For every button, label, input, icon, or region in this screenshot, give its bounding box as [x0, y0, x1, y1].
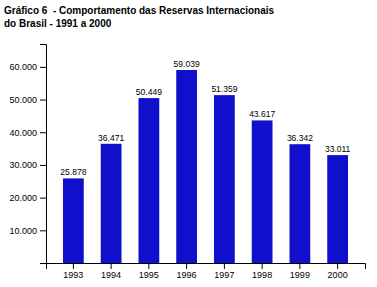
- data-label: 43.617: [249, 109, 275, 119]
- x-axis: 1993 1994 1995 1996 1997 1998 1999 2000: [47, 263, 366, 280]
- data-label: 25.878: [60, 167, 86, 177]
- y-tick: 50.000: [9, 95, 46, 105]
- bar: [327, 155, 348, 263]
- x-tick-mark: [299, 263, 300, 269]
- x-tick-label: 1999: [290, 270, 310, 280]
- x-tick-label: 1993: [63, 270, 83, 280]
- y-tick-label: 30.000: [9, 160, 37, 170]
- x-tick: 2000: [328, 263, 348, 280]
- y-tick: 30.000: [9, 160, 46, 170]
- y-tick: 10.000: [9, 226, 46, 236]
- x-tick-label: 1996: [177, 270, 197, 280]
- y-tick-label: 20.000: [9, 193, 37, 203]
- bar: [138, 98, 159, 263]
- x-axis-line: [47, 264, 366, 270]
- x-tick-mark: [111, 263, 112, 269]
- y-tick-mark: [40, 132, 46, 133]
- bar: [252, 120, 273, 263]
- x-tick-label: 2000: [328, 270, 348, 280]
- x-tick-label: 1998: [252, 270, 272, 280]
- y-tick-label: 50.000: [9, 95, 37, 105]
- bars: [63, 70, 348, 263]
- y-tick-label: 40.000: [9, 128, 37, 138]
- x-tick: 1999: [290, 263, 310, 280]
- title: do Brasil - 1991 a 2000: [4, 18, 112, 29]
- y-tick: 40.000: [9, 128, 46, 138]
- x-tick-mark: [337, 263, 338, 269]
- x-tick-label: 1994: [101, 270, 121, 280]
- y-tick-mark: [40, 100, 46, 101]
- y-axis-line: [40, 45, 47, 264]
- data-label: 33.011: [325, 144, 351, 154]
- chart: Gráfico 6 - Comportamento das Reservas I…: [0, 0, 377, 287]
- plot: 10.000 20.000 30.000 40.000 50.000 60.000 1993…: [9, 45, 365, 281]
- x-tick-mark: [224, 263, 225, 269]
- x-tick-mark: [186, 263, 187, 269]
- x-tick-label: 1995: [139, 270, 159, 280]
- y-tick-mark: [40, 67, 46, 68]
- y-tick: 20.000: [9, 193, 46, 203]
- data-labels: 25.878 36.471 50.449 59.039 51.359 43.617 36.3…: [60, 59, 350, 177]
- x-tick: 1998: [252, 263, 272, 280]
- title: Gráfico 6 - Comportamento das Reservas I…: [4, 5, 275, 16]
- x-tick-label: 1997: [214, 270, 234, 280]
- x-tick: 1993: [63, 263, 83, 280]
- bar: [101, 144, 122, 263]
- bar: [176, 70, 197, 263]
- data-label: 36.342: [287, 133, 313, 143]
- y-tick: 60.000: [9, 62, 46, 72]
- x-tick: 1994: [101, 263, 121, 280]
- x-tick: 1997: [214, 263, 234, 280]
- data-label: 51.359: [211, 84, 237, 94]
- y-tick-mark: [40, 165, 46, 166]
- x-tick: 1995: [139, 263, 159, 280]
- y-tick-mark: [40, 198, 46, 199]
- bar: [63, 178, 84, 263]
- bar: [214, 95, 235, 263]
- y-tick-label: 60.000: [9, 62, 37, 72]
- x-tick: 1996: [177, 263, 197, 280]
- data-label: 59.039: [174, 59, 200, 69]
- x-tick-mark: [148, 263, 149, 269]
- y-tick-mark: [40, 230, 46, 231]
- data-label: 36.471: [98, 133, 124, 143]
- y-tick-label: 10.000: [9, 226, 37, 236]
- data-label: 50.449: [136, 87, 162, 97]
- bar: [289, 144, 310, 263]
- x-tick-mark: [262, 263, 263, 269]
- x-tick-mark: [73, 263, 74, 269]
- y-axis: 10.000 20.000 30.000 40.000 50.000 60.000: [9, 45, 46, 264]
